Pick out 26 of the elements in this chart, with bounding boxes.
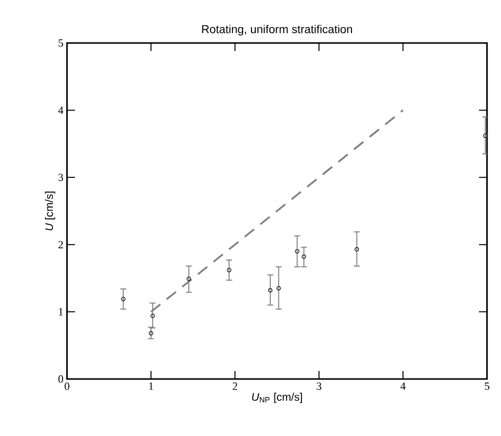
x-tick-label: 3: [316, 382, 322, 390]
x-tick-label: 0: [64, 382, 70, 390]
y-tick-label: 4: [58, 106, 64, 114]
point: [186, 276, 192, 282]
point: [268, 288, 273, 293]
y-tick-label: 0: [58, 375, 64, 383]
y-tick-label: 5: [58, 39, 64, 47]
point: [302, 254, 306, 259]
point: [150, 314, 155, 318]
x-tick-label: 2: [232, 382, 238, 390]
x-tick-label: 5: [484, 382, 490, 390]
y-axis-title: U [cm/s]: [44, 192, 56, 230]
chart-title: Rotating, uniform stratification: [202, 24, 352, 36]
point: [276, 286, 281, 291]
y-tick-label: 3: [58, 174, 64, 182]
point: [483, 133, 488, 138]
y-tick-label: 1: [58, 308, 63, 316]
x-tick-label: 1: [149, 382, 154, 390]
point: [294, 249, 300, 254]
y-tick-label: 2: [58, 240, 63, 248]
point: [226, 268, 232, 272]
point: [354, 247, 360, 252]
x-axis-title: U$_{NP}$ [cm/s]: [252, 392, 302, 403]
point: [148, 331, 154, 336]
point: [121, 296, 126, 302]
x-tick-label: 4: [400, 382, 406, 390]
